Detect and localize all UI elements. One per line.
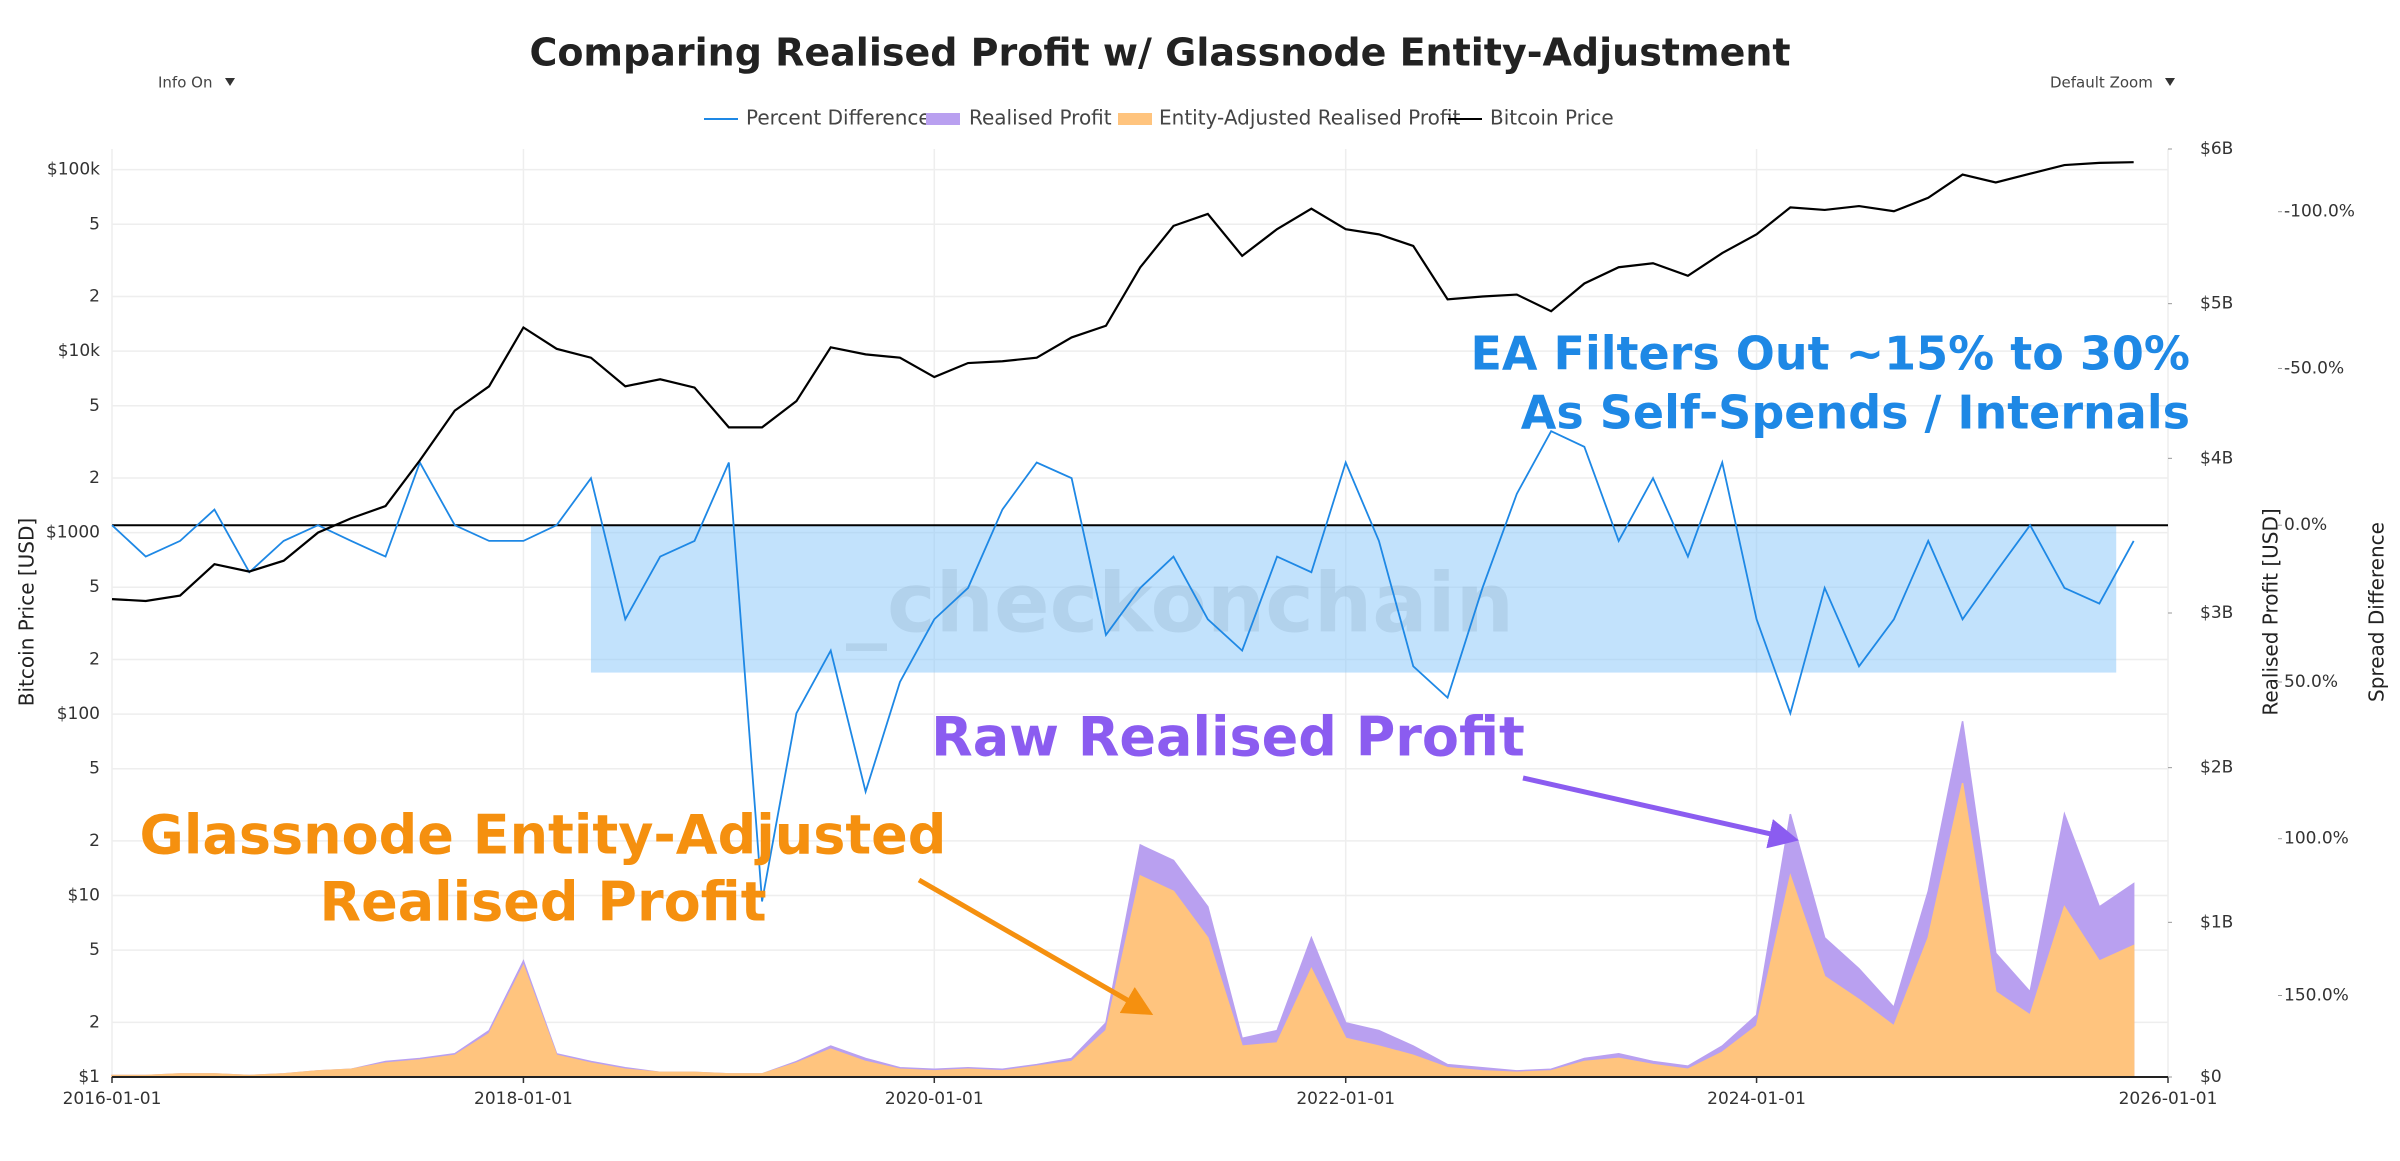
y2-tick-label: $3B bbox=[2200, 603, 2233, 623]
y-tick-label: $1 bbox=[78, 1067, 100, 1087]
annotation: Raw Realised Profit bbox=[931, 706, 1525, 769]
line-series bbox=[111, 429, 2135, 902]
x-tick-label: 2016-01-01 bbox=[63, 1089, 162, 1109]
annotation: Glassnode Entity-Adjusted bbox=[140, 804, 947, 867]
legend-label: Entity-Adjusted Realised Profit bbox=[1159, 106, 1460, 130]
area-series bbox=[111, 782, 2135, 1078]
legend-swatch bbox=[1118, 113, 1152, 125]
y-tick-label: 5 bbox=[89, 214, 100, 234]
annotation: As Self-Spends / Internals bbox=[1521, 386, 2190, 440]
y3-tick-label: 100.0% bbox=[2284, 829, 2349, 849]
dropdown-icon[interactable] bbox=[2165, 78, 2175, 86]
legend-label: Realised Profit bbox=[969, 106, 1112, 130]
y-tick-label: $100k bbox=[47, 160, 100, 180]
y-tick-label: 2 bbox=[89, 649, 100, 669]
y3-tick-label: -50.0% bbox=[2284, 358, 2344, 378]
legend-swatch bbox=[926, 113, 960, 125]
y2-tick-label: $1B bbox=[2200, 912, 2233, 932]
shaded-band bbox=[590, 525, 2117, 673]
dropdown-icon[interactable] bbox=[225, 78, 235, 86]
info-button[interactable]: Info On bbox=[158, 74, 235, 92]
top-layer: 2016-01-01 2018-01-01 2020-01-01 2022-01-01… bbox=[46, 106, 2355, 1110]
y-tick-label: $1000 bbox=[46, 523, 100, 543]
button-label[interactable]: Default Zoom bbox=[2050, 74, 2153, 92]
button-label[interactable]: Info On bbox=[158, 74, 212, 92]
line-series bbox=[111, 161, 2134, 603]
x-tick-label: 2026-01-01 bbox=[2119, 1089, 2218, 1109]
legend-label: Bitcoin Price bbox=[1490, 106, 1614, 130]
purple-arrow bbox=[1522, 775, 1799, 849]
x-tick-label: 2018-01-01 bbox=[474, 1089, 573, 1109]
y3-axis-title: Spread Difference bbox=[2365, 522, 2389, 702]
x-tick-label: 2020-01-01 bbox=[885, 1089, 984, 1109]
annotation: Realised Profit bbox=[319, 871, 766, 934]
orange-arrow bbox=[917, 877, 1154, 1015]
y-tick-label: 2 bbox=[89, 287, 100, 307]
legend-label: Percent Difference bbox=[746, 106, 931, 130]
y-tick-label: $100 bbox=[57, 704, 100, 724]
y3-tick-label: -100.0% bbox=[2284, 202, 2355, 222]
y-tick-label: $10 bbox=[68, 886, 100, 906]
annotation: EA Filters Out ~15% to 30% bbox=[1471, 327, 2191, 381]
y-tick-label: 2 bbox=[89, 831, 100, 851]
y2-tick-label: $5B bbox=[2200, 294, 2233, 314]
y-tick-label: $10k bbox=[58, 341, 100, 361]
y-tick-label: 5 bbox=[89, 759, 100, 779]
y2-tick-label: $4B bbox=[2200, 448, 2233, 468]
x-tick-label: 2024-01-01 bbox=[1707, 1089, 1806, 1109]
y3-tick-label: 150.0% bbox=[2284, 985, 2349, 1005]
y2-tick-label: $2B bbox=[2200, 758, 2233, 778]
y3-tick-label: 50.0% bbox=[2284, 672, 2338, 692]
chart-title: Comparing Realised Profit w/ Glassnode E… bbox=[529, 31, 1790, 75]
data-layer: _checkonchain bbox=[111, 161, 2168, 1078]
y-tick-label: 2 bbox=[89, 468, 100, 488]
zoom-button[interactable]: Default Zoom bbox=[2050, 74, 2175, 92]
y2-tick-label: $6B bbox=[2200, 139, 2233, 159]
y-tick-label: 5 bbox=[89, 940, 100, 960]
y3-tick-label: 0.0% bbox=[2284, 515, 2327, 535]
y-tick-label: 5 bbox=[89, 396, 100, 416]
y2-tick-label: $0 bbox=[2200, 1067, 2222, 1087]
y-tick-label: 5 bbox=[89, 577, 100, 597]
y2-axis-title: Realised Profit [USD] bbox=[2259, 508, 2283, 715]
y-tick-label: 2 bbox=[89, 1012, 100, 1032]
x-tick-label: 2022-01-01 bbox=[1296, 1089, 1395, 1109]
y-axis-title: Bitcoin Price [USD] bbox=[15, 518, 39, 706]
